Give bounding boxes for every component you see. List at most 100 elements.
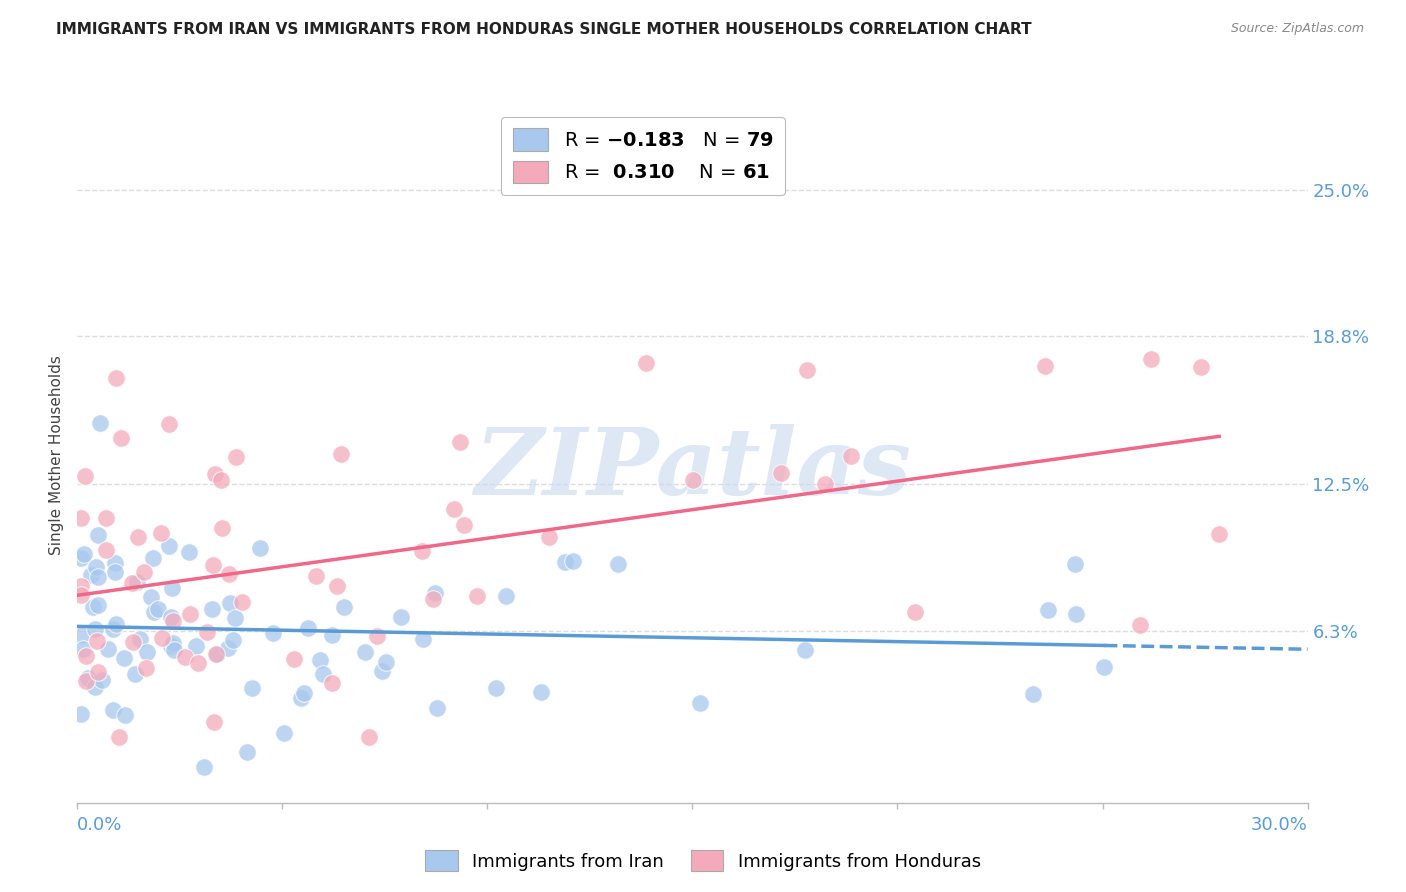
Legend: Immigrants from Iran, Immigrants from Honduras: Immigrants from Iran, Immigrants from Ho… [418,843,988,879]
Point [107,730,129,744]
Point [1189,359,1212,374]
Point [682,473,704,487]
Point [75,649,97,664]
Point [366,629,388,643]
Text: Source: ZipAtlas.com: Source: ZipAtlas.com [1230,22,1364,36]
Point [179,607,201,621]
Point [425,701,447,715]
Point [162,636,184,650]
Point [136,645,159,659]
Point [142,550,165,565]
Point [219,596,242,610]
Point [537,530,560,544]
Point [636,355,658,369]
Point [218,566,240,581]
Point [217,640,239,655]
Point [1036,603,1059,617]
Point [132,565,155,579]
Point [321,627,343,641]
Point [326,579,349,593]
Point [371,665,394,679]
Point [485,681,508,695]
Point [101,703,124,717]
Point [112,651,135,665]
Point [1129,617,1152,632]
Point [839,449,862,463]
Point [240,681,263,695]
Point [187,656,209,670]
Text: 30.0%: 30.0% [1251,816,1308,834]
Point [422,591,444,606]
Point [79,567,101,582]
Point [211,521,233,535]
Point [495,589,517,603]
Point [312,666,335,681]
Point [125,574,148,589]
Point [104,617,127,632]
Point [1064,607,1087,621]
Point [142,605,165,619]
Point [554,555,576,569]
Point [160,581,183,595]
Text: 0.0%: 0.0% [77,816,122,834]
Point [70,628,93,642]
Point [73,547,96,561]
Point [86,559,108,574]
Point [529,684,551,698]
Point [97,642,120,657]
Point [96,543,118,558]
Point [443,502,465,516]
Point [128,632,150,647]
Point [793,643,815,657]
Point [135,661,157,675]
Point [103,565,125,579]
Point [94,511,117,525]
Point [141,590,163,604]
Point [201,602,224,616]
Point [177,545,200,559]
Point [205,647,228,661]
Point [333,599,356,614]
Point [209,473,232,487]
Point [150,632,173,646]
Point [70,707,93,722]
Point [689,696,711,710]
Point [249,541,271,555]
Point [160,640,183,654]
Point [103,556,125,570]
Point [305,568,328,582]
Point [297,621,319,635]
Point [796,363,818,377]
Point [202,715,225,730]
Point [309,653,332,667]
Point [273,726,295,740]
Point [1139,351,1161,366]
Point [412,632,434,646]
Text: ZIPatlas: ZIPatlas [474,424,911,514]
Point [101,622,124,636]
Point [205,647,228,661]
Point [75,673,97,688]
Point [195,624,218,639]
Point [150,525,173,540]
Point [389,610,412,624]
Point [290,690,312,705]
Point [292,686,315,700]
Point [453,518,475,533]
Point [184,640,207,654]
Point [105,371,128,385]
Point [121,576,143,591]
Point [127,529,149,543]
Point [222,633,245,648]
Point [770,466,793,480]
Point [87,665,110,680]
Point [329,447,352,461]
Point [70,589,93,603]
Point [354,645,377,659]
Point [1094,660,1116,674]
Point [87,598,110,612]
Point [159,610,181,624]
Point [157,417,180,431]
Point [75,469,97,483]
Point [70,579,93,593]
